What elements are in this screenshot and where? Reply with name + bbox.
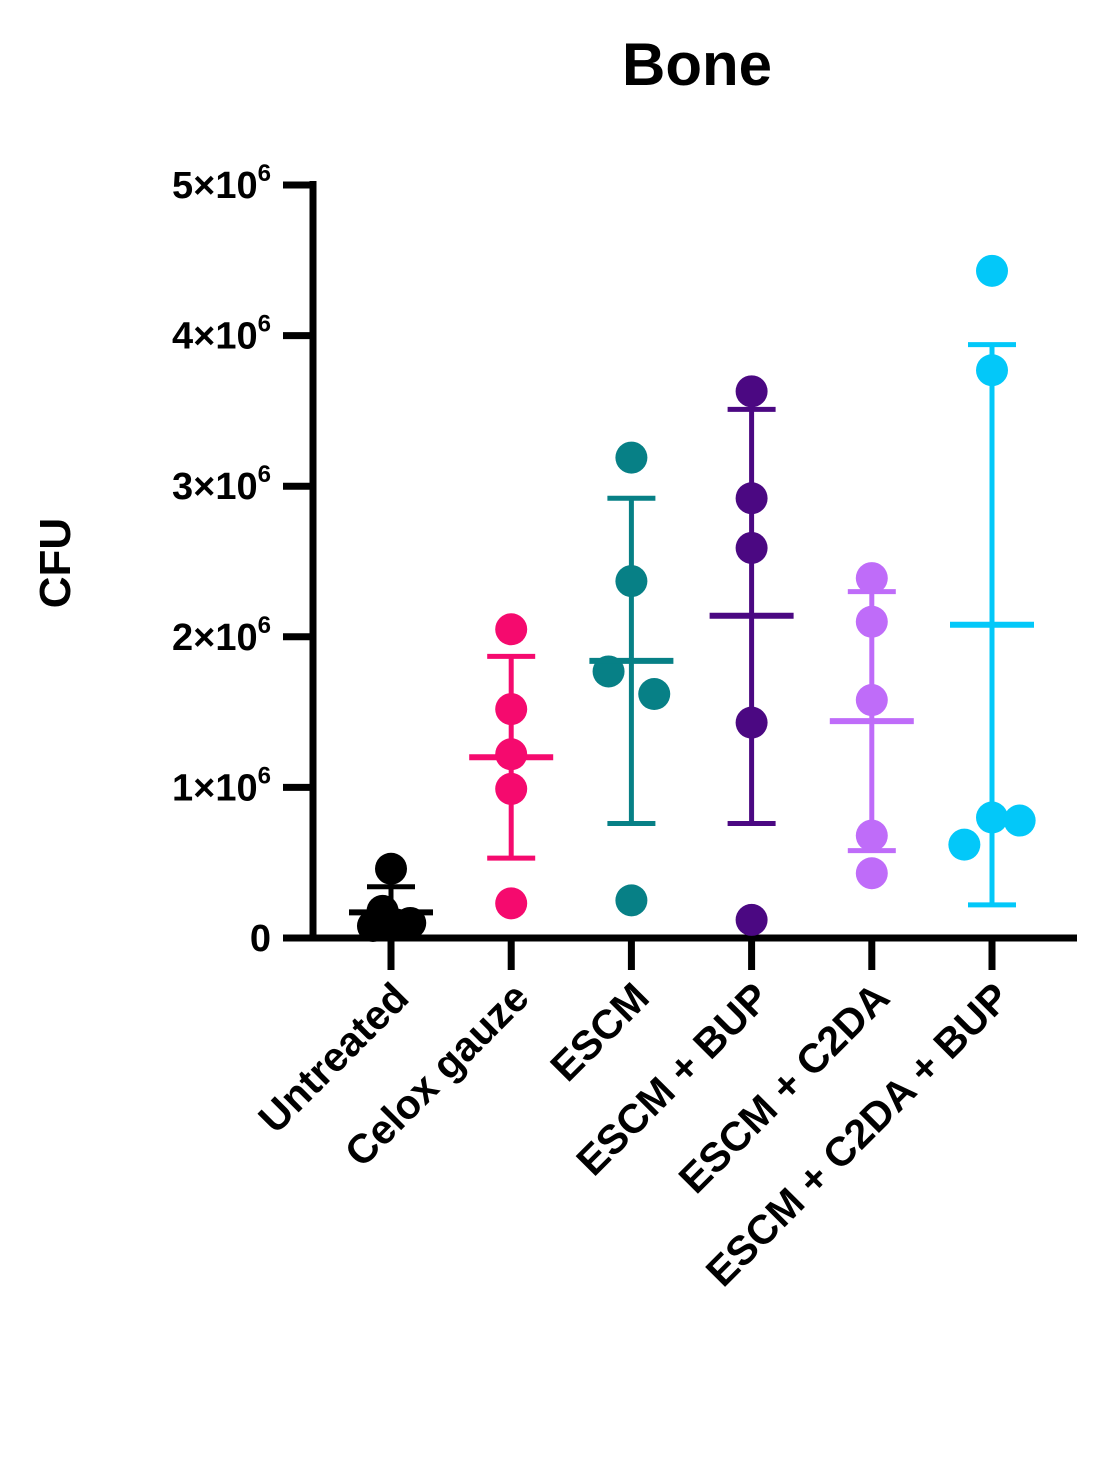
data-point [615,565,648,598]
data-point [356,909,389,942]
data-point [735,706,768,739]
data-point [855,819,888,852]
data-point [976,801,1008,834]
chart-title: Bone [622,31,772,98]
x-tick-label: ESCM + C2DA [670,974,898,1202]
data-point [855,857,888,890]
data-point [1003,804,1036,837]
data-point [615,884,648,917]
data-point [855,562,888,595]
y-tick-label: 0 [250,918,271,960]
data-point [495,613,528,646]
data-point [638,678,671,711]
data-point [976,354,1008,387]
data-point [976,254,1008,287]
data-point [948,828,981,861]
data-point [495,887,528,920]
data-point [855,684,888,717]
data-point [735,903,768,936]
data-point [615,441,648,474]
y-tick-label: 1×106 [172,762,271,809]
data-point [495,738,528,771]
data-point [495,772,528,805]
data-point [735,531,768,564]
y-axis-label: CFU [31,518,80,608]
data-point [375,852,407,885]
x-tick-label: ESCM [541,974,657,1090]
plot-area: 01×1062×1063×1064×1065×106UntreatedCelox… [172,160,1077,1295]
data-point [735,482,768,515]
y-tick-label: 3×106 [172,461,271,508]
y-tick-label: 5×106 [172,160,271,207]
data-point [495,693,528,726]
y-tick-label: 2×106 [172,612,271,659]
y-tick-label: 4×106 [172,311,271,358]
data-point [855,605,888,638]
data-point [735,375,768,408]
